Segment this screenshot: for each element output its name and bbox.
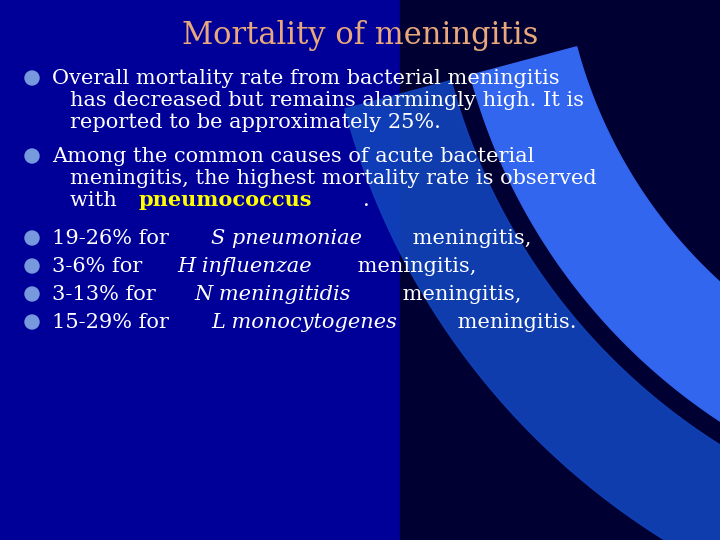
Polygon shape [345,80,720,540]
Text: 3-13% for: 3-13% for [52,285,163,303]
Text: S pneumoniae: S pneumoniae [212,228,362,247]
Text: Overall mortality rate from bacterial meningitis: Overall mortality rate from bacterial me… [52,69,559,87]
Text: .: . [363,191,369,210]
Text: 19-26% for: 19-26% for [52,228,176,247]
Text: meningitis,: meningitis, [406,228,531,247]
Text: has decreased but remains alarmingly high. It is: has decreased but remains alarmingly hig… [70,91,584,110]
Text: reported to be approximately 25%.: reported to be approximately 25%. [70,112,441,132]
Text: meningitis, the highest mortality rate is observed: meningitis, the highest mortality rate i… [70,168,597,187]
Circle shape [25,149,39,163]
Text: meningitis.: meningitis. [451,313,577,332]
Text: meningitis,: meningitis, [396,285,521,303]
Circle shape [25,71,39,85]
Text: Mortality of meningitis: Mortality of meningitis [182,20,538,51]
Text: 15-29% for: 15-29% for [52,313,176,332]
Text: H influenzae: H influenzae [177,256,312,275]
Text: pneumococcus: pneumococcus [139,190,312,210]
Circle shape [25,315,39,329]
Circle shape [25,231,39,245]
Text: L monocytogenes: L monocytogenes [212,313,397,332]
Text: 3-6% for: 3-6% for [52,256,149,275]
Text: N meningitidis: N meningitidis [194,285,351,303]
Circle shape [25,287,39,301]
Circle shape [25,259,39,273]
Polygon shape [400,0,720,540]
Text: with: with [70,191,123,210]
Polygon shape [470,47,720,520]
Text: meningitis,: meningitis, [351,256,476,275]
Text: Among the common causes of acute bacterial: Among the common causes of acute bacteri… [52,146,534,165]
